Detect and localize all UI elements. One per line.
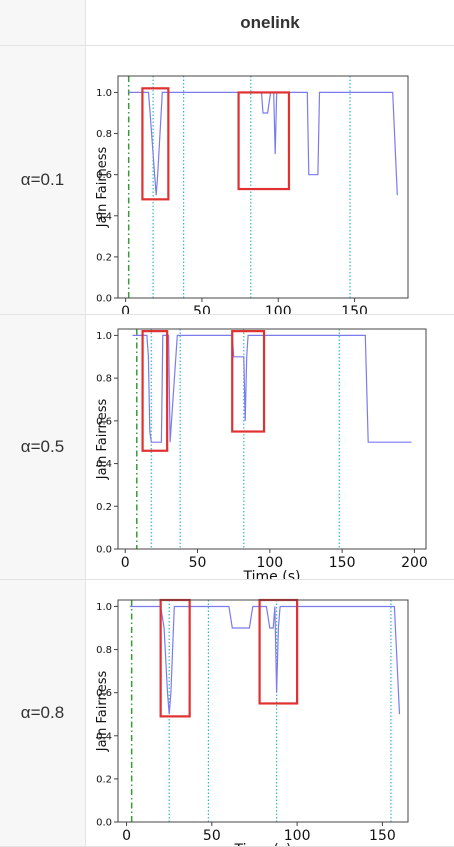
y-tick-label: 0.4: [96, 211, 112, 222]
y-axis-label: Jain Fairness: [95, 671, 110, 753]
highlight-box: [141, 87, 170, 201]
y-tick-label: 0.6: [96, 170, 112, 181]
row-label-alpha: α=0.5: [0, 315, 86, 579]
x-tick-label: 100: [256, 555, 283, 571]
y-tick-label: 0.2: [96, 774, 112, 785]
y-tick-label: 0.6: [96, 416, 112, 427]
header-corner-cell: [0, 0, 86, 45]
chart-background: [100, 321, 438, 571]
chart-background: [100, 594, 426, 844]
plot-frame: [117, 75, 409, 299]
y-tick-label: 0.6: [96, 688, 112, 699]
table-row-alpha-0-1: α=0.1 0.00.20.40.60.81.0050100150Time (s…: [0, 46, 454, 315]
x-tick-label: 150: [341, 304, 368, 314]
row-label-alpha: α=0.1: [0, 46, 86, 314]
highlight-box: [231, 330, 266, 433]
row-label-alpha: α=0.8: [0, 580, 86, 846]
y-tick-label: 0.8: [96, 374, 112, 385]
x-axis-label: Time (s): [234, 842, 292, 846]
x-tick-label: 100: [284, 828, 311, 844]
fairness-chart-alpha-0-8: 0.0 0.2 0.4 0.6 0.8 1.0 0 50 100 150 Time (s) Jain …: [95, 594, 426, 846]
y-tick-label: 0.4: [96, 731, 112, 742]
y-tick-label: 0.0: [96, 294, 112, 305]
y-tick-label: 0.8: [96, 129, 112, 140]
y-tick-label: 0.2: [96, 502, 112, 513]
jain-fairness-series-line: [129, 605, 401, 715]
y-axis-label: Jain Fairness: [95, 399, 110, 481]
y-tick-label: 1.0: [96, 602, 112, 613]
y-tick-label: 0.8: [96, 645, 112, 656]
x-tick-label: 150: [369, 828, 396, 844]
table-header-row: onelink: [0, 0, 454, 46]
highlight-box: [141, 330, 169, 452]
y-tick-label: 1.0: [96, 88, 112, 99]
x-tick-label: 200: [401, 555, 428, 571]
x-tick-label: 0: [121, 304, 130, 314]
table-row-alpha-0-8: α=0.8 0.0 0.2 0.4 0.6 0.8 1.0 0 50 100 150 Time (s…: [0, 580, 454, 847]
fairness-chart-alpha-0-1: 0.00.20.40.60.81.0050100150Time (s)Jain …: [95, 68, 426, 314]
x-tick-label: 0: [121, 555, 130, 571]
y-tick-label: 0.2: [96, 252, 112, 263]
x-tick-label: 50: [203, 828, 221, 844]
table-row-alpha-0-5: α=0.5 0.0 0.2 0.4 0.6 0.8 1.0 0 50 100 150 200 Time…: [0, 315, 454, 580]
y-tick-label: 0.0: [96, 818, 112, 829]
plot-frame: [117, 328, 427, 550]
x-tick-label: 50: [193, 304, 211, 314]
x-tick-label: 50: [189, 555, 207, 571]
y-tick-label: 0.4: [96, 459, 112, 470]
x-axis-label: Time (s): [243, 569, 301, 579]
y-tick-label: 0.0: [96, 545, 112, 556]
highlight-box: [237, 91, 291, 191]
fairness-chart-alpha-0-5: 0.0 0.2 0.4 0.6 0.8 1.0 0 50 100 150 200 Time (s) Ja…: [95, 321, 438, 579]
column-header-onelink: onelink: [240, 13, 300, 32]
y-tick-label: 1.0: [96, 331, 112, 342]
x-tick-label: 150: [329, 555, 356, 571]
x-tick-label: 100: [265, 304, 292, 314]
jain-fairness-series-line: [128, 91, 398, 196]
plot-frame: [117, 599, 409, 823]
y-axis-label: Jain Fairness: [95, 147, 110, 229]
jain-fairness-series-line: [132, 334, 412, 443]
x-tick-label: 0: [122, 828, 131, 844]
